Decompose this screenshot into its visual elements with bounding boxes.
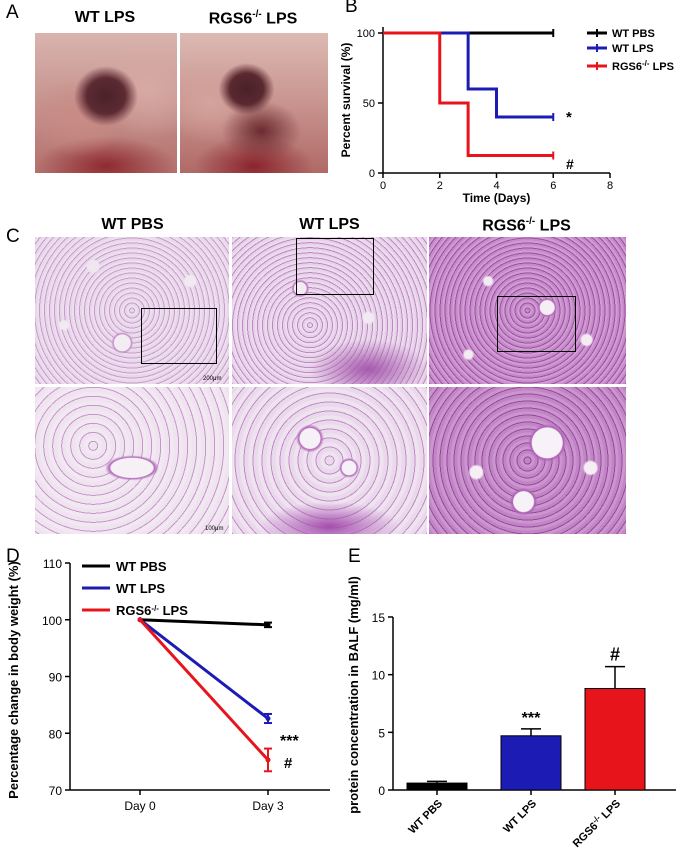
scale-label-100um: 100μm: [205, 526, 224, 532]
y-tick-label: 10: [372, 669, 386, 683]
x-tick-label: 4: [493, 180, 499, 192]
x-tick-label: Day 3: [252, 799, 284, 813]
panel-d-body-weight-chart: D 70 80 90 100 110 Day 0 Day 3 Percentage change…: [6, 546, 330, 813]
y-tick-label: 100: [42, 614, 62, 628]
zoom-box-rgs6-lps: [497, 296, 576, 352]
histology-rgs6-lps-high-mag: [429, 387, 626, 534]
y-axis-label: protein concentration in BALF (mg/ml): [346, 576, 361, 814]
panel-c-letter: C: [6, 226, 20, 247]
x-axis-label: Time (Days): [463, 191, 531, 205]
histology-wt-lps-low-mag: [232, 237, 427, 384]
legend-label: WT PBS: [116, 559, 167, 574]
data-point: [137, 617, 143, 623]
significance-annotation: #: [610, 645, 620, 665]
annotation-hash: #: [566, 156, 574, 172]
y-axis-label: Percentage change in body weight (%): [6, 561, 21, 799]
y-tick-label: 0: [369, 168, 375, 180]
mouse-photo-wt-lps: [35, 33, 177, 173]
weight-line: [139, 618, 269, 720]
y-tick-label: 15: [372, 611, 386, 625]
panel-c-label-wt-pbs: WT PBS: [101, 216, 164, 233]
survival-line: [383, 31, 554, 157]
x-category-label: WT PBS: [406, 798, 445, 837]
panel-a-label-rgs6-lps: RGS6-/- LPS: [208, 9, 298, 28]
panel-b-letter: B: [345, 0, 358, 17]
weight-line: [139, 618, 269, 627]
y-tick-label: 90: [49, 671, 63, 685]
x-category-label: RGS6-/- LPS: [569, 796, 623, 850]
x-tick-label: 0: [380, 180, 386, 192]
legend-label: WT LPS: [116, 581, 165, 596]
x-tick-label: 8: [607, 180, 613, 192]
panel-e-letter: E: [348, 546, 361, 567]
legend-label: RGS6-/- LPS: [116, 603, 188, 618]
annotation-star: *: [566, 109, 572, 126]
histology-rgs6-lps-low-mag: [429, 237, 626, 384]
bar: [500, 735, 562, 791]
panel-e-balf-protein-chart: E 0 5 10 15 protein concentration in BALF (mg…: [346, 546, 676, 850]
histology-wt-pbs-low-mag: 200μm: [35, 237, 229, 384]
y-axis-label: Percent survival (%): [339, 43, 353, 158]
y-tick-label: 0: [378, 784, 385, 798]
legend-label: WT LPS: [612, 43, 654, 55]
panel-a-letter: A: [6, 2, 19, 23]
bar: [406, 782, 468, 791]
y-tick-label: 110: [43, 557, 62, 571]
panel-d-letter: D: [6, 546, 20, 567]
panel-a-label-wt-lps: WT LPS: [74, 9, 136, 26]
zoom-box-wt-pbs: [141, 308, 217, 364]
panel-b-survival-chart: B 0 2 4 6 8 0 50 100 Time (Days) Percent survival …: [339, 0, 674, 205]
histology-wt-pbs-high-mag: 100μm: [35, 387, 229, 534]
histology-wt-lps-high-mag: [232, 387, 427, 534]
panel-c-label-wt-lps: WT LPS: [299, 216, 360, 233]
x-tick-label: 6: [550, 180, 556, 192]
x-category-label: WT LPS: [501, 798, 539, 836]
significance-annotation: ***: [522, 710, 541, 727]
y-tick-label: 100: [357, 28, 375, 40]
zoom-box-wt-lps: [296, 238, 374, 295]
y-tick-label: 70: [49, 784, 63, 798]
mouse-photo-rgs6-lps: [180, 33, 328, 173]
legend-label: WT PBS: [612, 28, 655, 40]
annotation-hash: #: [284, 755, 293, 772]
weight-line: [138, 618, 270, 761]
y-tick-label: 5: [378, 726, 385, 740]
y-tick-label: 50: [363, 98, 375, 110]
annotation-stars: ***: [280, 733, 299, 750]
legend-label: RGS6-/- LPS: [612, 59, 674, 74]
panel-c-label-rgs6-lps: RGS6-/- LPS: [482, 216, 571, 235]
x-tick-label: Day 0: [124, 799, 156, 813]
bar: [584, 688, 646, 791]
scale-label-200um: 200μm: [203, 376, 222, 382]
y-tick-label: 80: [49, 727, 63, 741]
x-tick-label: 2: [437, 180, 443, 192]
survival-line: [383, 31, 554, 119]
